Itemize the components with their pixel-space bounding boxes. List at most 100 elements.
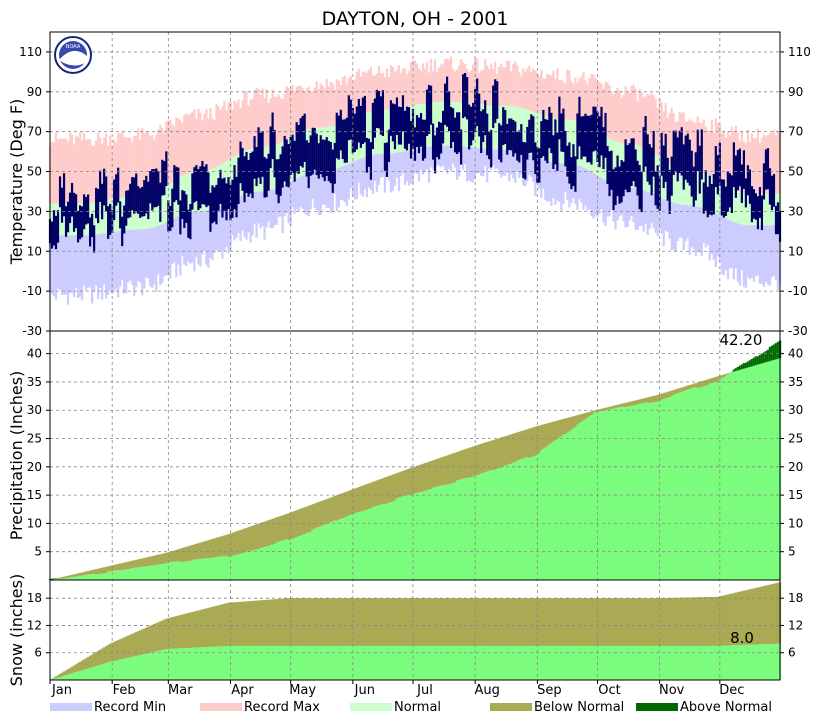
below-normal-snow-bar — [53, 678, 55, 679]
below-normal-snow-bar — [717, 597, 719, 646]
record-max-bar — [709, 131, 711, 176]
below-normal-snow-bar — [350, 598, 352, 646]
record-max-bar — [671, 108, 673, 165]
observed-precip-bar — [576, 425, 578, 580]
record-max-bar — [410, 62, 412, 106]
below-normal-precip-bar — [440, 458, 442, 486]
observed-snow-bar — [771, 644, 773, 680]
record-max-bar — [398, 65, 400, 108]
below-normal-snow-bar — [205, 608, 207, 647]
observed-snow-bar — [582, 646, 584, 680]
observed-temp-bar — [616, 156, 618, 197]
observed-snow-bar — [169, 649, 171, 680]
observed-precip-bar — [123, 570, 125, 580]
record-min-bar — [624, 187, 626, 227]
record-max-bar — [215, 104, 217, 167]
record-min-bar — [310, 173, 312, 210]
below-normal-snow-bar — [434, 598, 436, 646]
observed-temp-bar — [181, 190, 183, 219]
observed-precip-bar — [171, 562, 173, 580]
month-label: May — [289, 683, 316, 698]
observed-temp-bar — [514, 122, 516, 154]
below-normal-snow-bar — [669, 598, 671, 646]
observed-precip-bar — [93, 574, 95, 580]
record-min-bar — [632, 188, 634, 222]
observed-temp-bar — [364, 96, 366, 142]
record-max-bar — [458, 66, 460, 103]
observed-snow-bar — [269, 646, 271, 680]
month-label: Aug — [474, 683, 499, 698]
observed-snow-bar — [721, 646, 723, 680]
record-min-bar — [729, 220, 731, 268]
below-normal-precip-bar — [75, 574, 77, 577]
below-normal-snow-bar — [79, 662, 81, 671]
below-normal-precip-bar — [727, 373, 729, 374]
above-normal-precip-bar — [739, 366, 741, 370]
observed-temp-bar — [221, 179, 223, 218]
observed-temp-bar — [398, 107, 400, 145]
observed-temp-bar — [73, 193, 75, 232]
below-normal-precip-bar — [59, 578, 61, 579]
observed-snow-bar — [143, 654, 145, 680]
below-normal-precip-bar — [300, 509, 302, 536]
observed-temp-bar — [480, 111, 482, 153]
observed-snow-bar — [155, 651, 157, 680]
record-min-bar — [63, 235, 65, 294]
observed-snow-bar — [83, 670, 85, 680]
observed-temp-bar — [296, 122, 298, 172]
record-min-bar — [157, 226, 159, 274]
observed-snow-bar — [464, 646, 466, 680]
observed-snow-bar — [344, 646, 346, 680]
observed-snow-bar — [586, 646, 588, 680]
record-max-bar — [211, 118, 213, 168]
observed-temp-bar — [133, 177, 135, 213]
normal-range-bar — [765, 193, 767, 225]
below-normal-precip-bar — [61, 577, 63, 579]
record-min-bar — [731, 221, 733, 267]
below-normal-snow-bar — [580, 598, 582, 646]
observed-precip-bar — [741, 364, 743, 580]
below-normal-snow-bar — [318, 598, 320, 646]
below-normal-snow-bar — [638, 598, 640, 646]
record-min-bar — [769, 225, 771, 285]
below-normal-precip-bar — [450, 454, 452, 483]
record-min-bar — [558, 163, 560, 202]
observed-precip-bar — [340, 519, 342, 580]
record-max-bar — [626, 92, 628, 143]
record-max-bar — [237, 99, 239, 154]
observed-precip-bar — [77, 576, 79, 580]
observed-temp-bar — [85, 197, 87, 225]
observed-precip-bar — [281, 540, 283, 580]
below-normal-snow-bar — [135, 632, 137, 656]
below-normal-snow-bar — [137, 631, 139, 655]
record-max-bar — [454, 71, 456, 102]
record-max-bar — [556, 68, 558, 119]
observed-snow-bar — [687, 646, 689, 680]
below-normal-precip-bar — [570, 417, 572, 430]
record-max-bar — [434, 59, 436, 102]
below-normal-precip-bar — [342, 493, 344, 518]
observed-temp-bar — [663, 146, 665, 188]
below-normal-snow-bar — [298, 598, 300, 646]
observed-snow-bar — [416, 646, 418, 680]
observed-temp-bar — [272, 112, 274, 159]
record-min-bar — [203, 211, 205, 251]
observed-precip-bar — [129, 569, 131, 580]
observed-temp-bar — [739, 149, 741, 187]
observed-temp-bar — [705, 170, 707, 210]
below-normal-snow-bar — [195, 611, 197, 648]
record-min-bar — [494, 149, 496, 169]
snow-axis-label: Snow (inches) — [7, 574, 26, 686]
observed-snow-bar — [63, 676, 65, 680]
record-min-bar — [584, 168, 586, 205]
observed-snow-bar — [231, 646, 233, 680]
observed-temp-bar — [574, 156, 576, 191]
observed-precip-bar — [486, 472, 488, 580]
below-normal-snow-bar — [512, 598, 514, 646]
observed-precip-bar — [386, 504, 388, 580]
observed-temp-bar — [592, 107, 594, 152]
below-normal-snow-bar — [338, 598, 340, 646]
observed-snow-bar — [109, 662, 111, 680]
temp-tick-label-left: 90 — [27, 85, 42, 99]
below-normal-snow-bar — [655, 598, 657, 646]
